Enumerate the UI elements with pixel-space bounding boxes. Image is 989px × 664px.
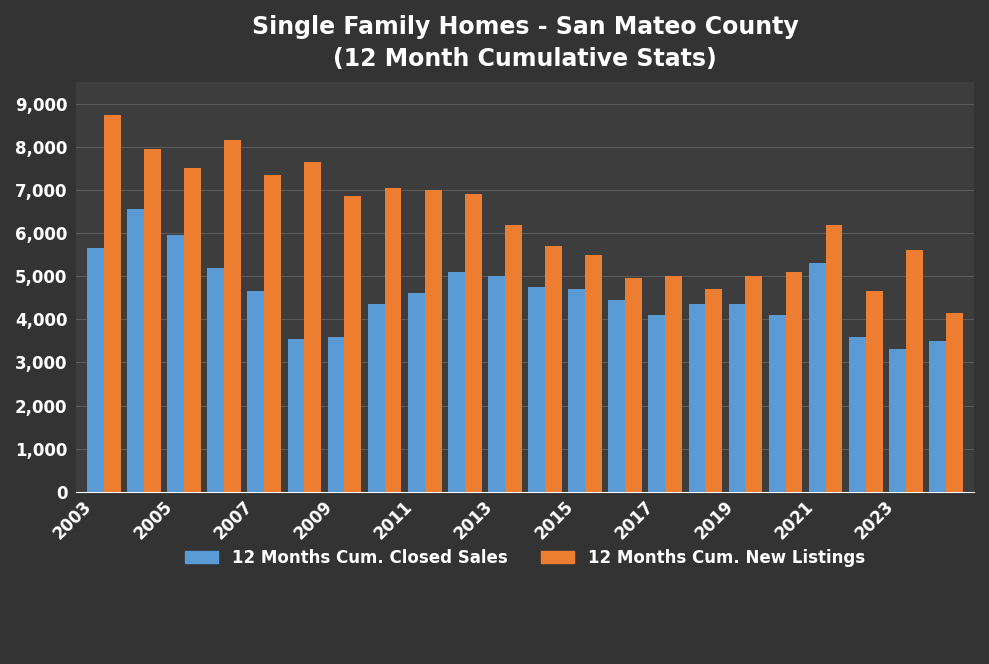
Bar bbox=[344, 197, 361, 492]
Bar bbox=[288, 339, 305, 492]
Bar bbox=[929, 341, 945, 492]
Bar bbox=[424, 190, 441, 492]
Bar bbox=[826, 224, 843, 492]
Title: Single Family Homes - San Mateo County
(12 Month Cumulative Stats): Single Family Homes - San Mateo County (… bbox=[251, 15, 798, 70]
Bar bbox=[385, 188, 402, 492]
Bar bbox=[407, 293, 424, 492]
Bar bbox=[128, 209, 144, 492]
Bar bbox=[87, 248, 104, 492]
Bar bbox=[208, 268, 225, 492]
Bar bbox=[768, 315, 785, 492]
Bar bbox=[666, 276, 682, 492]
Bar bbox=[104, 115, 121, 492]
Bar bbox=[809, 264, 826, 492]
Bar bbox=[305, 162, 321, 492]
Bar bbox=[945, 313, 962, 492]
Bar bbox=[906, 250, 923, 492]
Bar bbox=[368, 304, 385, 492]
Bar bbox=[569, 289, 585, 492]
Bar bbox=[184, 169, 201, 492]
Bar bbox=[545, 246, 562, 492]
Legend: 12 Months Cum. Closed Sales, 12 Months Cum. New Listings: 12 Months Cum. Closed Sales, 12 Months C… bbox=[178, 542, 871, 574]
Bar bbox=[264, 175, 281, 492]
Bar bbox=[528, 287, 545, 492]
Bar bbox=[746, 276, 763, 492]
Bar bbox=[225, 141, 241, 492]
Bar bbox=[889, 349, 906, 492]
Bar bbox=[849, 337, 865, 492]
Bar bbox=[585, 255, 602, 492]
Bar bbox=[649, 315, 666, 492]
Bar bbox=[785, 272, 802, 492]
Bar bbox=[688, 304, 705, 492]
Bar bbox=[465, 195, 482, 492]
Bar bbox=[144, 149, 161, 492]
Bar bbox=[488, 276, 504, 492]
Bar bbox=[705, 289, 722, 492]
Bar bbox=[247, 291, 264, 492]
Bar bbox=[327, 337, 344, 492]
Bar bbox=[504, 224, 522, 492]
Bar bbox=[865, 291, 882, 492]
Bar bbox=[167, 235, 184, 492]
Bar bbox=[448, 272, 465, 492]
Bar bbox=[608, 300, 625, 492]
Bar bbox=[625, 278, 642, 492]
Bar bbox=[729, 304, 746, 492]
